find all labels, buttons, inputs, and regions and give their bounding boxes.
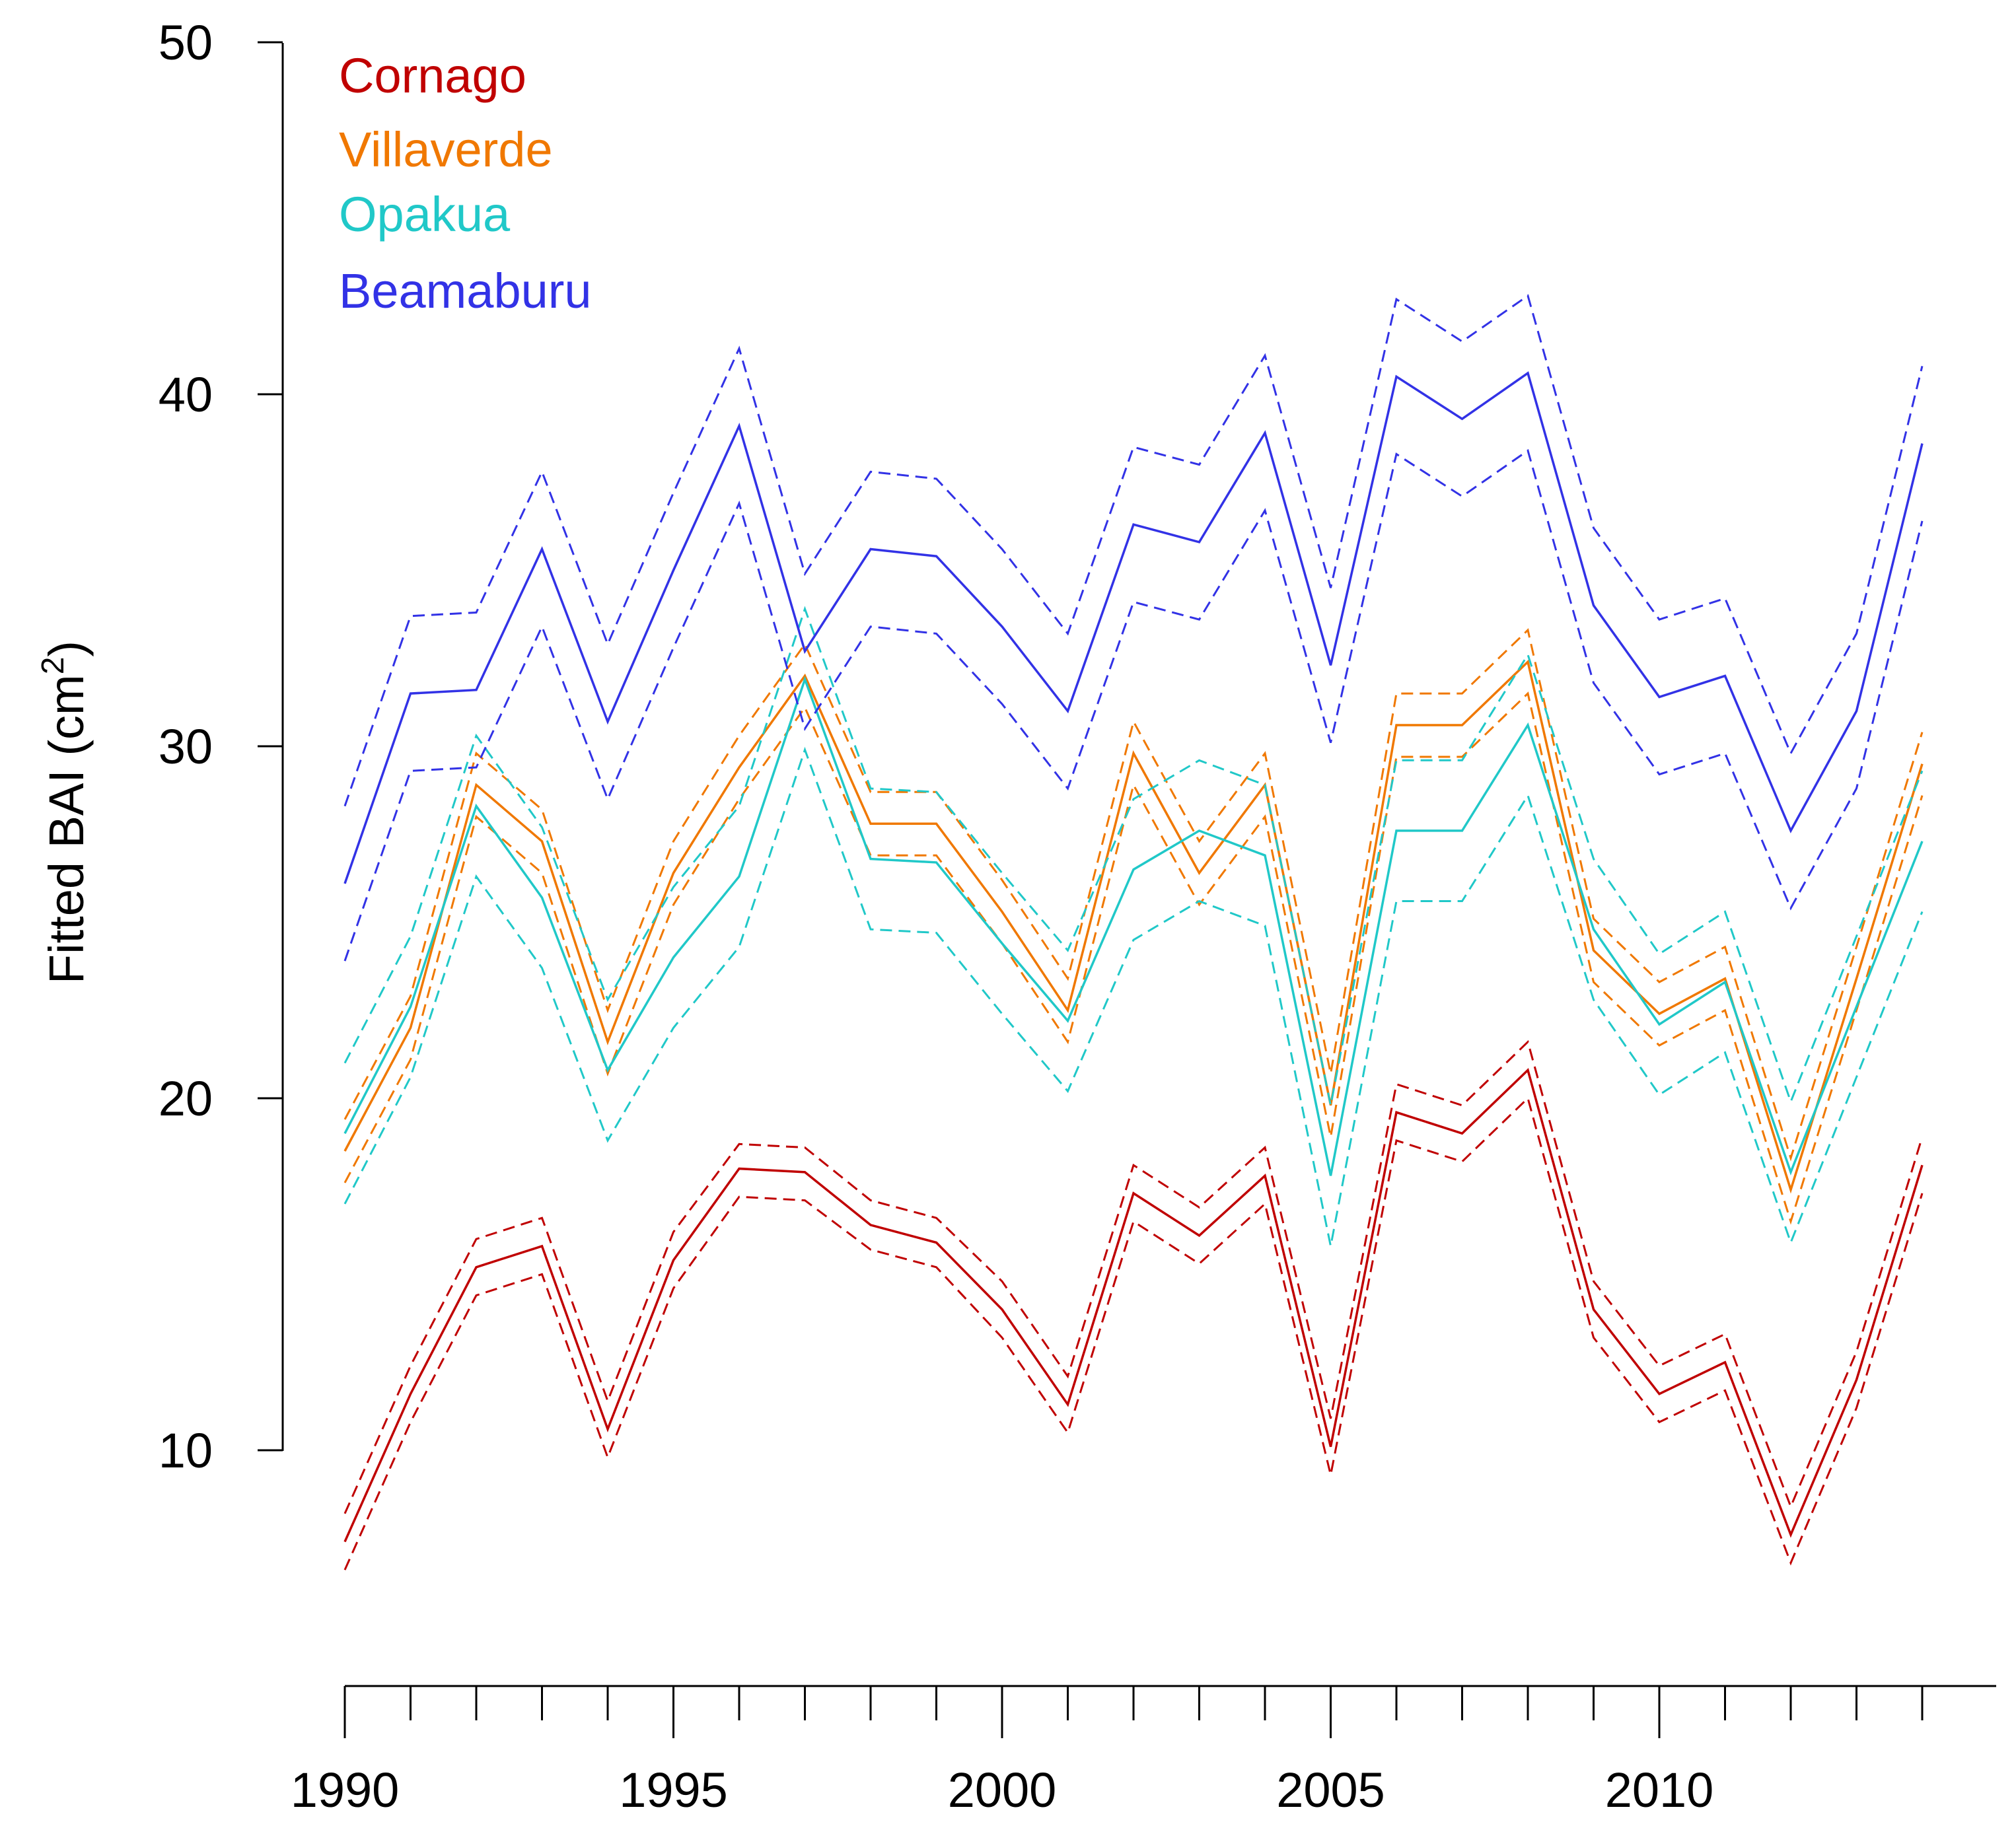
y-ticks: 10 20 30 40 50	[159, 15, 283, 1478]
legend-item-beamaburu: Beamaburu	[339, 264, 592, 318]
series-cornago	[343, 1039, 1924, 1570]
y-axis-title: Fitted BAI (cm2)	[36, 641, 94, 984]
legend: Cornago Villaverde Opakua Beamaburu	[339, 48, 592, 318]
y-tick-label: 50	[159, 15, 213, 70]
y-axis-title-suffix: )	[39, 641, 94, 657]
series-villaverde-lower-bound	[343, 691, 1924, 1225]
series-opakua-lower-bound	[343, 746, 1924, 1247]
y-axis-title-superscript: 2	[36, 657, 71, 675]
series-opakua-fit-line	[343, 676, 1924, 1176]
series-beamaburu-fit-line	[343, 371, 1924, 884]
y-tick-label: 40	[159, 367, 213, 422]
series-beamaburu-lower-bound	[343, 448, 1924, 962]
series-villaverde	[343, 628, 1924, 1225]
legend-item-cornago: Cornago	[339, 48, 526, 103]
series-villaverde-fit-line	[343, 659, 1924, 1194]
x-tick-label: 2005	[1276, 1763, 1385, 1817]
series-cornago-fit-line	[343, 1068, 1924, 1543]
series-opakua	[343, 606, 1924, 1247]
series-villaverde-upper-bound	[343, 628, 1924, 1162]
y-tick-label: 10	[159, 1423, 213, 1478]
series-cornago-lower-bound	[343, 1096, 1924, 1570]
series-beamaburu-upper-bound	[343, 294, 1924, 807]
x-tick-label: 2010	[1605, 1763, 1714, 1817]
x-tick-label: 1990	[291, 1763, 400, 1817]
series-layer	[343, 294, 1924, 1570]
x-tick-label: 1995	[619, 1763, 728, 1817]
x-axis: 1990 1995 2000 2005 2010	[291, 1685, 1996, 1817]
series-beamaburu	[343, 294, 1924, 962]
y-axis: 10 20 30 40 50	[159, 15, 284, 1478]
x-ticks: 1990 1995 2000 2005 2010	[291, 1686, 1924, 1817]
legend-item-opakua: Opakua	[339, 187, 511, 242]
legend-item-villaverde: Villaverde	[339, 122, 553, 177]
series-cornago-upper-bound	[343, 1039, 1924, 1514]
y-tick-label: 20	[159, 1071, 213, 1126]
x-tick-label: 2000	[948, 1763, 1057, 1817]
series-opakua-upper-bound	[343, 606, 1924, 1106]
y-tick-label: 30	[159, 719, 213, 774]
